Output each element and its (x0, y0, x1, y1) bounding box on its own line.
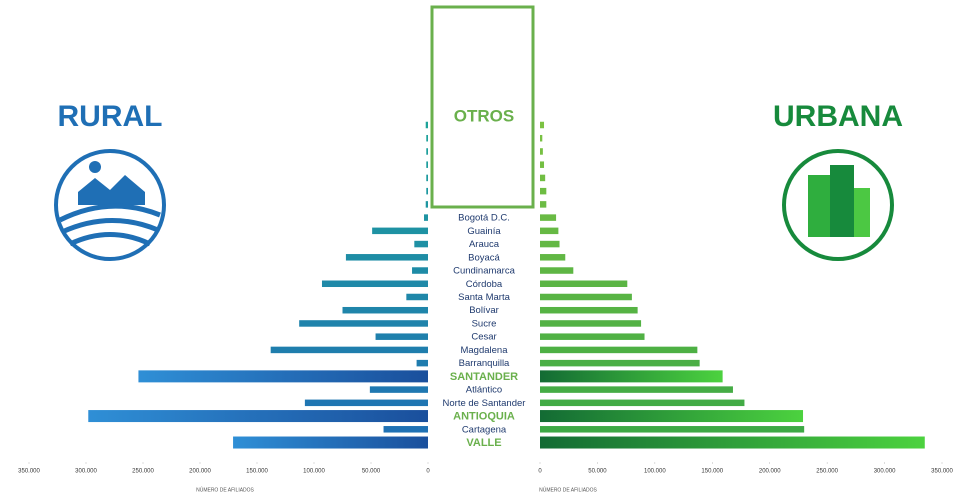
bar (304, 399, 428, 407)
bar (321, 280, 428, 288)
left-title: RURAL (58, 100, 163, 133)
category-label: Boyacá (468, 252, 500, 263)
bar (342, 306, 428, 314)
bar (424, 214, 428, 221)
bar (383, 426, 428, 433)
x-tick-label: 150.000 (701, 469, 723, 475)
x-tick-label: 0 (426, 469, 430, 475)
bar (540, 293, 632, 301)
bar (540, 280, 628, 288)
bar (426, 134, 428, 142)
bar (540, 436, 925, 449)
x-tick-label: 50.000 (362, 469, 381, 475)
bar (412, 267, 428, 274)
category-label: Santa Marta (458, 292, 510, 303)
x-tick-label: 100.000 (644, 469, 666, 475)
bar (369, 386, 428, 393)
bar (540, 386, 733, 393)
category-label: Cartagena (462, 424, 507, 435)
bar (426, 161, 428, 168)
x-tick-label: 350.000 (18, 469, 40, 475)
bar (426, 148, 428, 155)
category-label: ANTIOQUIA (453, 410, 515, 422)
x-tick-label: 300.000 (874, 469, 896, 475)
bar (540, 399, 745, 407)
category-label: Barranquilla (459, 358, 510, 369)
otros-box (430, 5, 535, 209)
bar (540, 370, 723, 383)
category-label: Arauca (469, 239, 500, 250)
bar (414, 240, 428, 248)
otros-label: OTROS (454, 106, 514, 125)
bar (426, 187, 428, 195)
category-label: Cesar (471, 332, 496, 343)
x-tick-label: 200.000 (189, 469, 211, 475)
bar (540, 320, 642, 327)
bar (540, 134, 543, 142)
x-tick-label: 50.000 (588, 469, 607, 475)
bar (540, 214, 557, 221)
bar (416, 359, 428, 367)
category-label: VALLE (466, 437, 501, 449)
bar (540, 359, 700, 367)
category-label: Córdoba (466, 279, 503, 290)
bar (540, 306, 638, 314)
bar (540, 410, 804, 423)
category-label: Bogotá D.C. (458, 213, 510, 224)
bar (233, 436, 428, 449)
x-tick-label: 150.000 (246, 469, 268, 475)
x-tick-label: 350.000 (931, 469, 953, 475)
bar (138, 370, 428, 383)
bar (345, 254, 428, 261)
bar (372, 227, 428, 235)
bar (406, 293, 428, 301)
bar (425, 121, 428, 129)
x-tick-label: 250.000 (132, 469, 154, 475)
category-label: SANTANDER (450, 371, 518, 383)
rural-icon (54, 149, 166, 261)
bar (88, 410, 428, 423)
x-tick-label: 0 (538, 469, 542, 475)
bar (540, 333, 645, 340)
x-tick-label: 100.000 (303, 469, 325, 475)
bar (540, 121, 545, 129)
category-label: Sucre (472, 318, 497, 329)
category-label: Norte de Santander (443, 398, 526, 409)
category-label: Atlántico (466, 385, 502, 396)
x-tick-label: 200.000 (759, 469, 781, 475)
bar (540, 161, 545, 168)
right-title: URBANA (773, 100, 903, 133)
bar (540, 267, 574, 274)
category-label: Cundinamarca (453, 266, 515, 277)
bar (299, 320, 428, 327)
right-axis-label: NÚMERO DE AFILIADOS (539, 486, 597, 493)
bar (270, 346, 428, 354)
x-tick-label: 250.000 (816, 469, 838, 475)
bar (540, 201, 547, 208)
bar (540, 240, 560, 248)
bar (375, 333, 428, 340)
urban-icon (782, 149, 894, 261)
bar (540, 187, 547, 195)
bar (540, 346, 698, 354)
category-label: Guainía (467, 226, 501, 237)
bar (425, 201, 428, 208)
bar (540, 254, 566, 261)
x-tick-label: 300.000 (75, 469, 97, 475)
category-label: Magdalena (460, 345, 508, 356)
bar (540, 174, 546, 182)
bar (540, 227, 559, 235)
bar (540, 148, 543, 155)
bar (540, 426, 805, 433)
bar (426, 174, 428, 182)
category-label: Bolívar (469, 305, 499, 316)
left-axis-label: NÚMERO DE AFILIADOS (196, 486, 254, 493)
